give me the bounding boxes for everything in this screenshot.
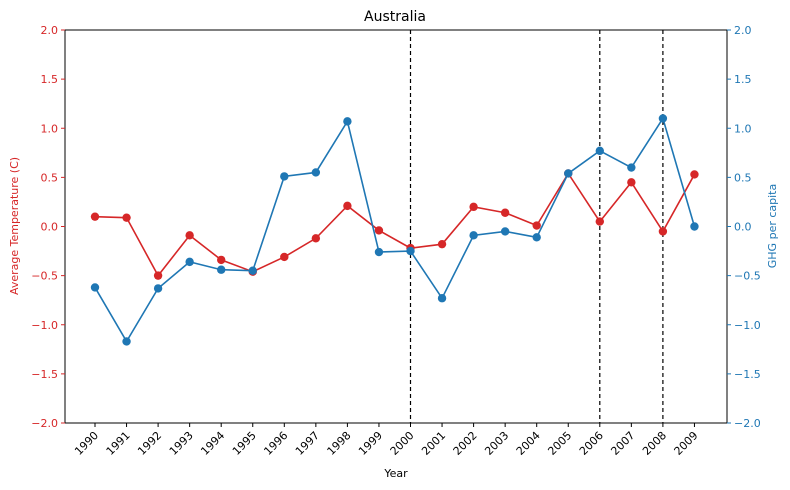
point-right-2003 [500,227,510,236]
point-right-1999 [374,247,384,257]
point-right-2007 [627,163,636,172]
series-line-right [94,116,696,344]
left-y-axis-label: Average Temperature (C) [8,157,21,295]
x-tick-label: 1998 [325,429,354,458]
left-y-tick-label: 0.5 [41,171,59,184]
point-right-2006 [595,146,604,156]
point-right-1997 [311,168,321,177]
series-line-left [94,171,696,278]
point-right-1996 [280,172,289,181]
x-tick-label: 2008 [640,429,669,458]
x-tick-label: 1995 [230,429,259,458]
right-y-tick-label: −1.0 [734,319,761,332]
plot-frame [64,29,728,424]
point-right-1992 [153,284,163,293]
x-tick-label: 2007 [608,429,637,458]
point-left-2004 [532,221,541,230]
x-tick-label: 2005 [545,429,574,458]
point-right-2004 [532,233,541,242]
point-left-2001 [437,239,447,249]
point-left-1994 [217,255,226,265]
point-right-2001 [437,294,447,303]
ticks-layer: −2.0 −2.0 −1.5 −1.5 −1.0 −1.0 −0.5 −0.5 0.0 0.0 0.… [31,24,760,458]
point-right-1993 [185,257,194,267]
point-right-1998 [343,117,352,126]
right-y-tick-label: −2.0 [734,417,761,430]
point-left-1997 [311,234,321,243]
x-tick-label: 1994 [198,429,227,458]
point-right-2009 [690,222,699,231]
right-y-tick-label: 2.0 [734,24,752,37]
point-left-2009 [690,170,699,179]
point-right-2005 [564,169,573,178]
right-y-tick-label: 0.5 [734,171,752,184]
vertical-reference-lines [409,30,664,423]
point-right-1991 [122,337,131,346]
x-tick-label: 1996 [261,429,290,458]
right-y-tick-label: 0.0 [734,221,752,234]
left-y-tick-label: 1.0 [41,122,59,135]
left-y-tick-label: 0.0 [41,221,59,234]
left-y-tick-label: 2.0 [41,24,59,37]
chart-title: Australia [364,9,426,25]
left-y-tick-label: 1.5 [41,73,59,86]
x-tick-label: 1993 [167,429,196,458]
x-tick-label: 2006 [577,429,606,458]
right-y-tick-label: −1.5 [734,368,761,381]
point-left-1999 [374,226,384,235]
point-right-2002 [469,231,478,240]
point-left-1992 [153,271,163,280]
series-layer [90,114,699,346]
x-tick-label: 1992 [135,429,164,458]
point-left-2003 [500,208,510,217]
right-y-tick-label: 1.0 [734,122,752,135]
left-y-tick-label: −2.0 [31,417,58,430]
x-tick-label: 1999 [356,429,385,458]
point-left-1991 [122,213,131,222]
x-tick-label: 2004 [514,429,543,458]
point-right-1995 [248,266,257,275]
x-tick-label: 2009 [672,429,701,458]
x-axis-label: Year [383,467,408,480]
x-tick-label: 1997 [293,429,322,458]
point-left-2006 [595,217,604,226]
left-y-tick-label: −0.5 [31,270,58,283]
point-right-1990 [90,283,100,292]
right-y-axis-label: GHG per capita [766,184,779,268]
point-right-2000 [406,246,415,256]
left-y-tick-label: −1.0 [31,319,58,332]
point-left-1996 [280,252,289,262]
x-tick-label: 2002 [451,429,480,458]
point-left-2007 [627,178,636,187]
x-tick-label: 2001 [419,429,448,458]
point-left-2002 [469,202,478,212]
right-y-tick-label: −0.5 [734,270,761,283]
point-left-1990 [90,212,100,221]
point-right-2008 [658,114,668,123]
x-tick-label: 1990 [72,429,101,458]
point-left-1993 [185,231,194,240]
point-right-1994 [217,265,226,274]
left-y-tick-label: −1.5 [31,368,58,381]
x-tick-label: 2000 [388,429,417,458]
right-y-tick-label: 1.5 [734,73,752,86]
point-left-1998 [343,201,352,211]
x-tick-label: 1991 [104,429,133,458]
x-tick-label: 2003 [482,429,511,458]
point-left-2008 [658,227,668,236]
